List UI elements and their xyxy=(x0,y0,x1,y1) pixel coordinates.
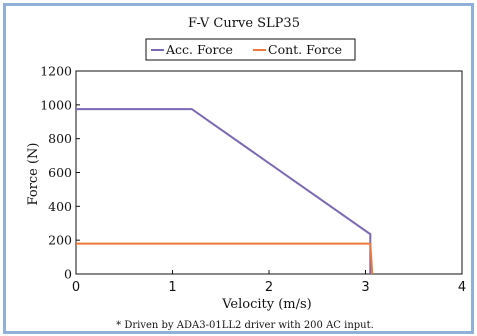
plot-area xyxy=(76,108,374,275)
y-tick-label: 200 xyxy=(48,233,72,248)
x-axis-label: Velocity (m/s) xyxy=(221,297,312,312)
legend: Acc. Force Cont. Force xyxy=(145,38,356,61)
series-line-cont-force xyxy=(76,242,374,275)
y-tick-label: 0 xyxy=(64,267,72,282)
y-tick-label: 600 xyxy=(48,165,72,180)
chart-title: F-V Curve SLP35 xyxy=(188,16,300,31)
series-line-acc-force xyxy=(76,108,372,274)
x-tick-label: 4 xyxy=(458,280,466,295)
y-tick-label: 1200 xyxy=(40,64,72,79)
y-tick-label: 1000 xyxy=(40,97,72,112)
x-tick-label: 1 xyxy=(168,280,176,295)
legend-box xyxy=(145,38,356,61)
x-tick-label: 0 xyxy=(72,280,80,295)
footnote: * Driven by ADA3-01LL2 driver with 200 A… xyxy=(116,320,374,331)
y-axis-label: Force (N) xyxy=(26,143,41,206)
axes: 0 200 400 600 800 1000 1200 0 1 2 3 4 xyxy=(40,64,466,296)
legend-label-acc-force: Acc. Force xyxy=(165,42,233,57)
x-tick-label: 2 xyxy=(265,280,273,295)
y-tick-label: 400 xyxy=(48,199,72,214)
y-tick-label: 800 xyxy=(48,131,72,146)
legend-label-cont-force: Cont. Force xyxy=(268,42,342,57)
x-tick-label: 3 xyxy=(361,280,369,295)
